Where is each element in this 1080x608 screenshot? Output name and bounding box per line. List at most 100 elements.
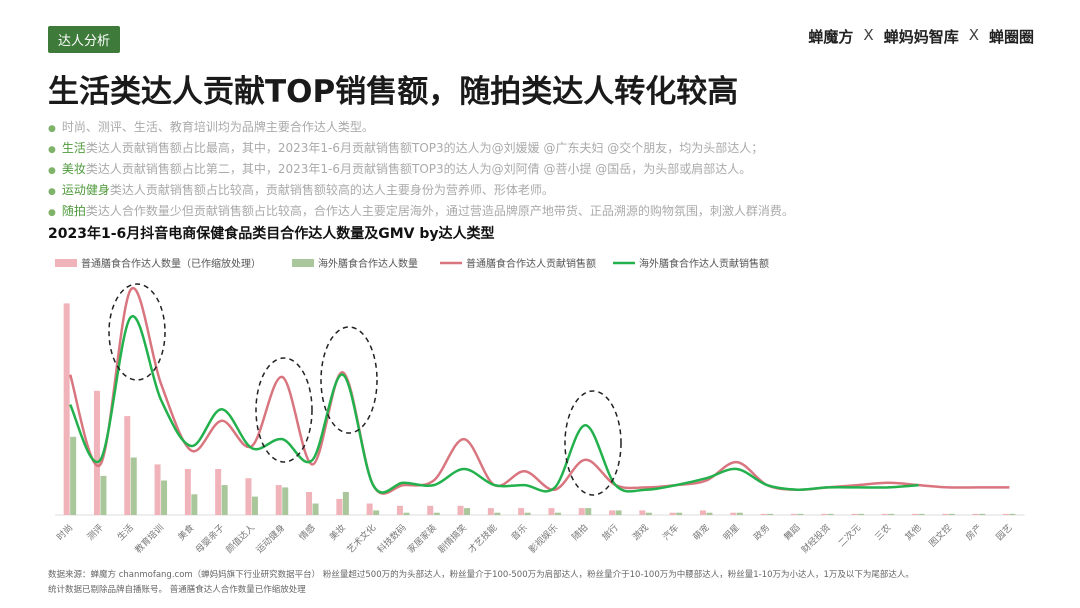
bar	[184, 469, 191, 515]
x-tick-label: 园艺	[994, 522, 1015, 543]
bullet-text: 类达人贡献销售额占比最高，其中，2023年1-6月贡献销售额TOP3的达人为@刘…	[85, 141, 764, 155]
bar	[821, 513, 828, 515]
logo: 蝉圈圈	[988, 28, 1034, 46]
annotations	[108, 283, 622, 496]
logos: 蝉魔方 X 蝉妈妈智库 X 蝉圈圈	[808, 26, 1034, 47]
bar	[1002, 513, 1009, 515]
bar	[554, 512, 561, 515]
logo: 蝉魔方	[808, 28, 854, 46]
x-tick-label: 母婴亲子	[193, 522, 227, 556]
bar	[464, 508, 471, 515]
bar	[154, 464, 161, 515]
x-tick-label: 旅行	[599, 522, 620, 543]
bar	[312, 503, 319, 515]
bar	[615, 510, 622, 515]
x-tick-label: 时尚	[54, 522, 75, 543]
bullet-text: 类达人贡献销售额占比第二，其中，2023年1-6月贡献销售额TOP3的达人为@刘…	[85, 162, 752, 176]
x-tick-label: 其他	[902, 522, 923, 543]
footnotes: 数据来源：蝉魔方 chanmofang.com（蝉妈妈旗下行业研究数据平台） 粉…	[48, 568, 914, 598]
bar	[245, 478, 252, 515]
x-tick-label: 游戏	[630, 522, 651, 543]
page-title: 生活类达人贡献TOP销售额，随拍类达人转化较高	[48, 74, 739, 110]
bullet-highlight: 生活	[61, 141, 86, 155]
bar	[342, 492, 349, 515]
bar	[70, 436, 77, 515]
x-tick-label: 音乐	[509, 522, 530, 543]
x-tick-label: 剧情搞笑	[435, 522, 469, 556]
x-tick-label: 美食	[175, 522, 196, 543]
x-tick-label: 美妆	[327, 522, 348, 543]
bar	[63, 303, 70, 515]
legend-label: 普通膳食合作达人贡献销售额	[466, 257, 596, 270]
bar	[888, 513, 895, 515]
bar	[282, 487, 289, 515]
bar	[396, 505, 403, 515]
bullet-text: 类达人贡献销售额占比较高，贡献销售额较高的达人主要身份为营养师、形体老师。	[109, 183, 554, 197]
bar	[494, 512, 501, 515]
bar	[191, 494, 198, 515]
highlight-circle	[320, 326, 378, 434]
bar	[161, 480, 168, 515]
bar	[585, 508, 592, 515]
x-tick-label: 汽车	[660, 522, 681, 543]
x-tick-label: 情感	[296, 522, 317, 543]
bar	[130, 457, 137, 515]
x-tick-label: 随拍	[569, 522, 590, 543]
bar	[699, 510, 706, 515]
bullet: 美妆类达人贡献销售额占比第二，其中，2023年1-6月贡献销售额TOP3的达人为…	[48, 160, 794, 181]
bar	[857, 513, 864, 515]
x-tick-label: 萌宠	[690, 522, 711, 543]
x-tick-label: 舞蹈	[782, 522, 803, 543]
bar	[275, 485, 282, 515]
bar	[851, 513, 858, 515]
line	[69, 315, 919, 494]
bullet-highlight: 运动健身	[61, 183, 110, 197]
bullet-text: 类达人合作数量少但贡献销售额占比较高，合作达人主要定居海外，通过营造品牌原产地带…	[85, 204, 794, 218]
bar	[942, 513, 949, 515]
x-tick-label: 明星	[721, 522, 742, 543]
bar	[639, 510, 646, 515]
bar	[790, 513, 797, 515]
bullet: 随拍类达人合作数量少但贡献销售额占比较高，合作达人主要定居海外，通过营造品牌原产…	[48, 202, 794, 223]
bar	[306, 492, 313, 515]
bar	[457, 505, 464, 515]
highlight-circle	[255, 357, 313, 463]
bullet-highlight: 美妆	[61, 162, 86, 176]
x-tick-label: 财经投资	[799, 522, 833, 556]
bar	[676, 512, 683, 515]
highlight-circle	[564, 390, 622, 496]
highlight-circle	[108, 283, 166, 381]
bar	[912, 513, 919, 515]
bullet: 生活类达人贡献销售额占比最高，其中，2023年1-6月贡献销售额TOP3的达人为…	[48, 139, 794, 160]
bar	[979, 513, 986, 515]
bar	[827, 513, 834, 515]
x-tick-label: 科技数码	[375, 522, 409, 556]
x-tick-label: 政务	[751, 522, 772, 543]
bar	[100, 475, 107, 515]
bar	[669, 512, 676, 515]
bar	[767, 513, 774, 515]
bar	[93, 390, 100, 515]
x-tick-label: 二次元	[835, 522, 863, 550]
bar	[736, 512, 743, 515]
legend-label: 海外膳食合作达人贡献销售额	[639, 257, 769, 270]
x-tick-label: 家居家装	[405, 522, 439, 556]
logo-sep: X	[968, 26, 979, 44]
x-tick-label: 房产	[963, 522, 984, 543]
bullet-highlight: 随拍	[61, 204, 86, 218]
bar	[427, 505, 434, 515]
bar	[972, 513, 979, 515]
section-tag: 达人分析	[48, 26, 121, 53]
bullet: 运动健身类达人贡献销售额占比较高，贡献销售额较高的达人主要身份为营养师、形体老师…	[48, 181, 794, 202]
bar	[251, 496, 258, 515]
logo: 蝉妈妈智库	[883, 28, 959, 46]
bar	[366, 503, 373, 515]
legend-swatch	[292, 259, 314, 267]
legend-swatch	[55, 259, 77, 267]
bar	[215, 469, 222, 515]
bar	[706, 512, 713, 515]
bar	[124, 416, 131, 515]
x-tick-label: 生活	[115, 522, 136, 543]
x-tick-label: 影视娱乐	[526, 522, 560, 556]
bar	[336, 498, 343, 515]
